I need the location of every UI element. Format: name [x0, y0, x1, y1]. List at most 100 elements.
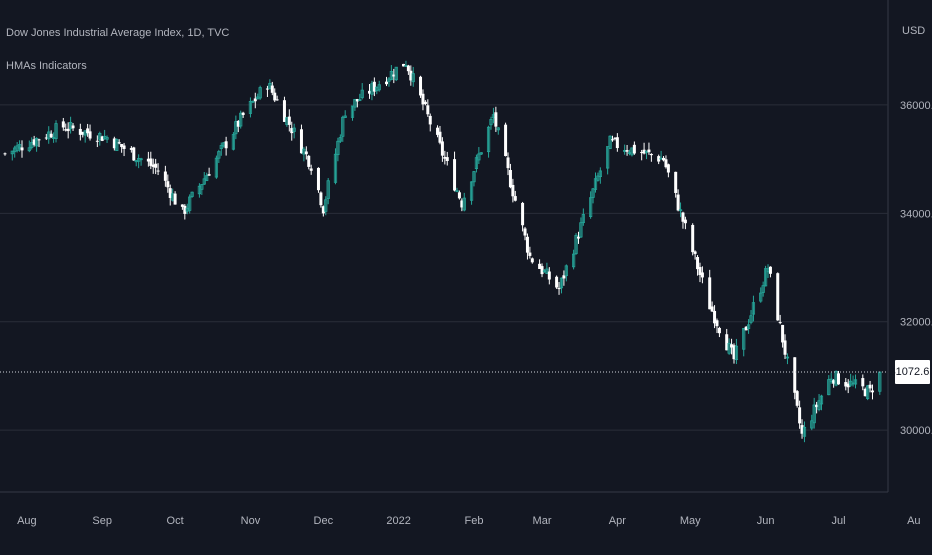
- candle-body: [715, 320, 719, 327]
- candle-body: [589, 197, 593, 217]
- candle-body: [183, 205, 187, 214]
- candle-body: [744, 326, 748, 331]
- candle-body: [725, 334, 729, 351]
- candle-body: [593, 178, 598, 190]
- candle-body: [800, 425, 804, 434]
- candle-body: [508, 169, 512, 188]
- candle-body: [696, 257, 700, 270]
- candle-body: [299, 129, 303, 154]
- candle-body: [10, 150, 14, 155]
- candle-body: [472, 171, 476, 183]
- candle-body: [423, 101, 427, 104]
- candle-body: [117, 142, 121, 144]
- candle-body: [324, 199, 328, 212]
- candle-body: [649, 153, 653, 156]
- indicator-title[interactable]: HMAs Indicators: [6, 60, 87, 72]
- candle-body: [290, 128, 294, 134]
- candle-body: [810, 420, 814, 429]
- candle-body: [368, 90, 371, 94]
- candle-body: [730, 344, 734, 348]
- candle-body: [727, 342, 731, 354]
- candle-body: [642, 149, 646, 154]
- candle-body: [132, 147, 136, 161]
- candle-body: [572, 253, 576, 268]
- candle-body: [355, 99, 359, 102]
- candle-body: [598, 170, 602, 177]
- candle-body: [776, 273, 780, 321]
- candle-body: [321, 206, 325, 214]
- x-tick-label: Oct: [167, 515, 184, 527]
- candle-body: [812, 404, 816, 424]
- candle-body: [783, 340, 787, 355]
- candle-body: [489, 119, 493, 126]
- candle-body: [336, 140, 340, 156]
- candle-body: [86, 128, 90, 134]
- candle-body: [674, 171, 678, 193]
- candle-body: [691, 224, 695, 253]
- x-tick-label: 2022: [386, 515, 410, 527]
- candle-body: [625, 150, 629, 152]
- candle-body: [445, 157, 449, 162]
- candle-body: [224, 141, 228, 149]
- candle-body: [713, 310, 717, 324]
- candle-body: [632, 144, 636, 154]
- candle-body: [234, 121, 238, 135]
- candle-body: [265, 88, 269, 90]
- candle-body: [64, 129, 68, 131]
- candle-body: [419, 76, 423, 96]
- currency-label: USD: [902, 25, 925, 37]
- candle-body: [832, 380, 836, 384]
- candle-body: [819, 395, 824, 405]
- candle-body: [214, 157, 219, 178]
- candle-body: [163, 171, 167, 181]
- candle-body: [477, 153, 481, 161]
- candle-body: [81, 131, 85, 135]
- candle-body: [581, 214, 585, 224]
- candle-body: [436, 127, 440, 135]
- candle-body: [547, 271, 551, 280]
- candle-body: [71, 125, 75, 129]
- candle-body: [591, 188, 595, 198]
- x-tick-label: Jul: [831, 515, 845, 527]
- candle-body: [608, 135, 612, 150]
- symbol-title[interactable]: Dow Jones Industrial Average Index, 1D, …: [6, 27, 230, 39]
- candle-body: [231, 134, 236, 150]
- candle-body: [421, 93, 425, 105]
- candle-body: [217, 151, 221, 159]
- candle-body: [778, 322, 782, 324]
- candle-body: [326, 180, 330, 200]
- candle-body: [105, 137, 109, 140]
- candle-body: [761, 285, 765, 293]
- candle-body: [197, 185, 201, 195]
- candle-body: [309, 168, 313, 171]
- candle-body: [469, 181, 474, 201]
- candle-body: [146, 158, 150, 162]
- candle-body: [402, 63, 406, 67]
- candle-body: [846, 383, 850, 388]
- candle-body: [338, 137, 342, 142]
- candle-body: [455, 190, 459, 193]
- candle-body: [120, 144, 124, 148]
- candle-body: [316, 167, 320, 191]
- candle-body: [236, 121, 240, 127]
- candle-body: [710, 306, 714, 312]
- candle-body: [802, 426, 807, 437]
- candle-body: [479, 152, 483, 155]
- candle-body: [44, 137, 48, 139]
- candle-body: [751, 302, 756, 315]
- candle-body: [188, 196, 192, 211]
- candle-body: [304, 151, 308, 155]
- candle-body: [409, 70, 413, 81]
- candle-body: [156, 170, 160, 172]
- candle-body: [319, 192, 323, 206]
- candle-body: [443, 156, 447, 159]
- candle-body: [506, 157, 510, 169]
- candle-body: [122, 145, 126, 149]
- candle-body: [253, 98, 257, 102]
- candle-body: [657, 156, 661, 162]
- chart-legend: Dow Jones Industrial Average Index, 1D, …: [6, 26, 229, 92]
- candle-body: [555, 276, 559, 288]
- candle-body: [30, 142, 34, 148]
